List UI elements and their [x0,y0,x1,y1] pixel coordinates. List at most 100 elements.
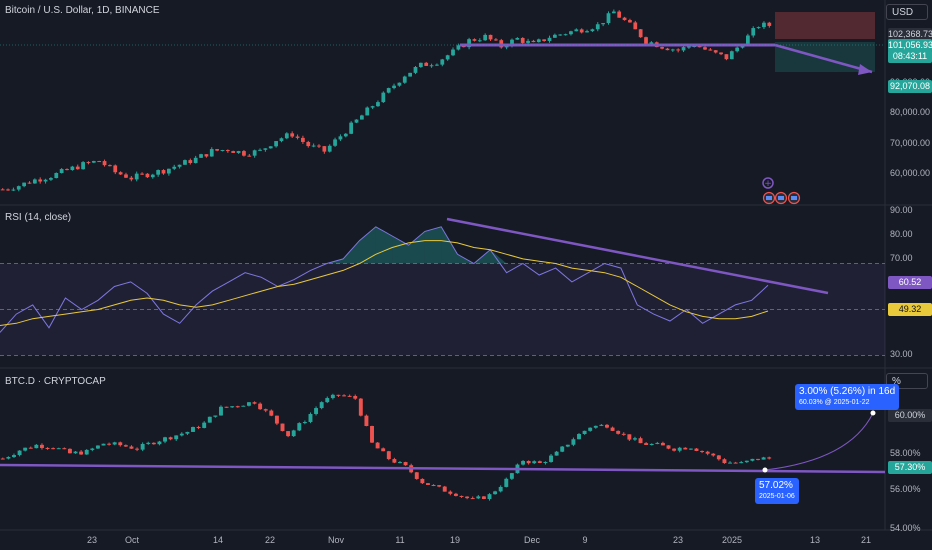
btcd-candle [241,405,246,407]
btcd-candle [246,402,251,406]
btc-candle [435,64,439,66]
plus-icon-glyph: + [764,179,772,189]
btc-candle [370,106,375,108]
btc-candle [756,27,761,29]
btcd-candle [722,459,727,464]
btc-candle [408,72,413,77]
btcd-candle [414,472,419,479]
btcd-candle [672,448,677,451]
btcd-candle [733,462,738,464]
btcd-candle [767,457,772,459]
btc-candle [424,62,429,66]
btc-candle [429,65,434,67]
btcd-candle [90,448,95,450]
btc-candle [338,136,343,140]
price-tick-label: 60,000.00 [890,168,930,178]
tag-btcd-target: 60.00% [888,409,932,422]
price-tick-label: 70,000.00 [890,138,930,148]
x-tick-label: 13 [810,535,820,545]
projection-arrow-head [858,64,872,75]
btcd-candle [258,403,263,410]
x-tick-label: 22 [265,535,275,545]
btcd-candle [347,395,352,397]
btcd-candle [39,444,44,448]
btcd-candle [263,409,268,411]
btc-candle [16,186,21,190]
btcd-candle [342,395,347,397]
btcd-candle [593,425,598,428]
btcd-candle [73,451,78,454]
stop-loss-zone [775,12,875,39]
btcd-candle [67,448,72,454]
btc-candle [510,39,514,47]
rsi-tick-label: 90.00 [890,205,913,215]
btcd-candle [599,424,604,426]
btc-candle [633,22,638,30]
x-tick-label: 2025 [722,535,742,545]
btcd-candle [571,439,576,445]
btcd-candle [17,450,22,456]
btcd-title[interactable]: BTC.D · CRYPTOCAP [5,376,106,387]
btcd-candle [627,434,632,440]
btcd-candle [481,496,486,499]
rsi-title[interactable]: RSI (14, close) [5,212,72,223]
tag-btcd: 57.30% [888,461,932,474]
btcd-candle [168,437,173,440]
btc-candle [628,20,632,23]
btcd-candle [660,442,665,446]
btc-candle [22,182,27,187]
btcd-candle [319,402,324,409]
btc-candle [574,29,579,32]
btcd-candle [196,427,201,429]
btcd-candle [632,438,637,440]
btc-candle [333,139,337,146]
btcd-candle [370,426,374,443]
btc-candle [75,166,80,170]
low-annotation[interactable]: 57.02% 2025-01-06 [755,478,799,504]
btcd-candle [504,478,509,487]
btc-candle [531,40,536,43]
btc-candle [150,174,155,178]
rsi-overbought-fill [359,226,376,264]
btc-candle [483,34,488,41]
btc-candle [692,46,697,48]
btc-candle [134,173,139,180]
btcd-candle [644,443,649,445]
btcd-candle [224,406,229,408]
btc-candle [86,162,91,164]
unit-button[interactable]: % [886,373,928,389]
btc-candle [161,170,166,174]
projection-annotation[interactable]: 3.00% (5.26%) in 16d 60.03% @ 2025-01-22 [795,384,900,410]
btcd-candle [151,442,156,445]
btc-candle [735,47,740,52]
x-tick-label: 14 [213,535,223,545]
btcd-candle [649,443,654,445]
btcd-candle [252,402,257,404]
btc-candle [611,11,616,14]
btcd-candle [498,486,503,492]
btc-candle [274,141,278,147]
btc-candle [59,169,64,174]
btc-candle [719,52,723,55]
x-tick-label: 9 [582,535,587,545]
x-tick-label: 23 [87,535,97,545]
btc-candle [290,133,295,137]
btc-candle [27,182,32,184]
btcd-candle [560,446,565,452]
btcd-candle [12,455,16,458]
btcd-candle [739,462,744,464]
btc-candle [247,155,252,157]
btc-candle [124,174,128,178]
btc-candle [118,172,123,175]
btcd-candle [392,459,397,463]
btcd-candle [45,447,50,449]
currency-button[interactable]: USD [886,4,928,20]
btcd-candle [616,430,621,434]
btc-candle [279,138,284,142]
symbol-title[interactable]: Bitcoin / U.S. Dollar, 1D, BINANCE [5,5,160,16]
projection-line2: 60.03% @ 2025-01-22 [799,399,870,406]
btcd-projection-curve [764,412,874,471]
btc-candle [376,102,380,107]
btcd-candle [470,498,475,500]
